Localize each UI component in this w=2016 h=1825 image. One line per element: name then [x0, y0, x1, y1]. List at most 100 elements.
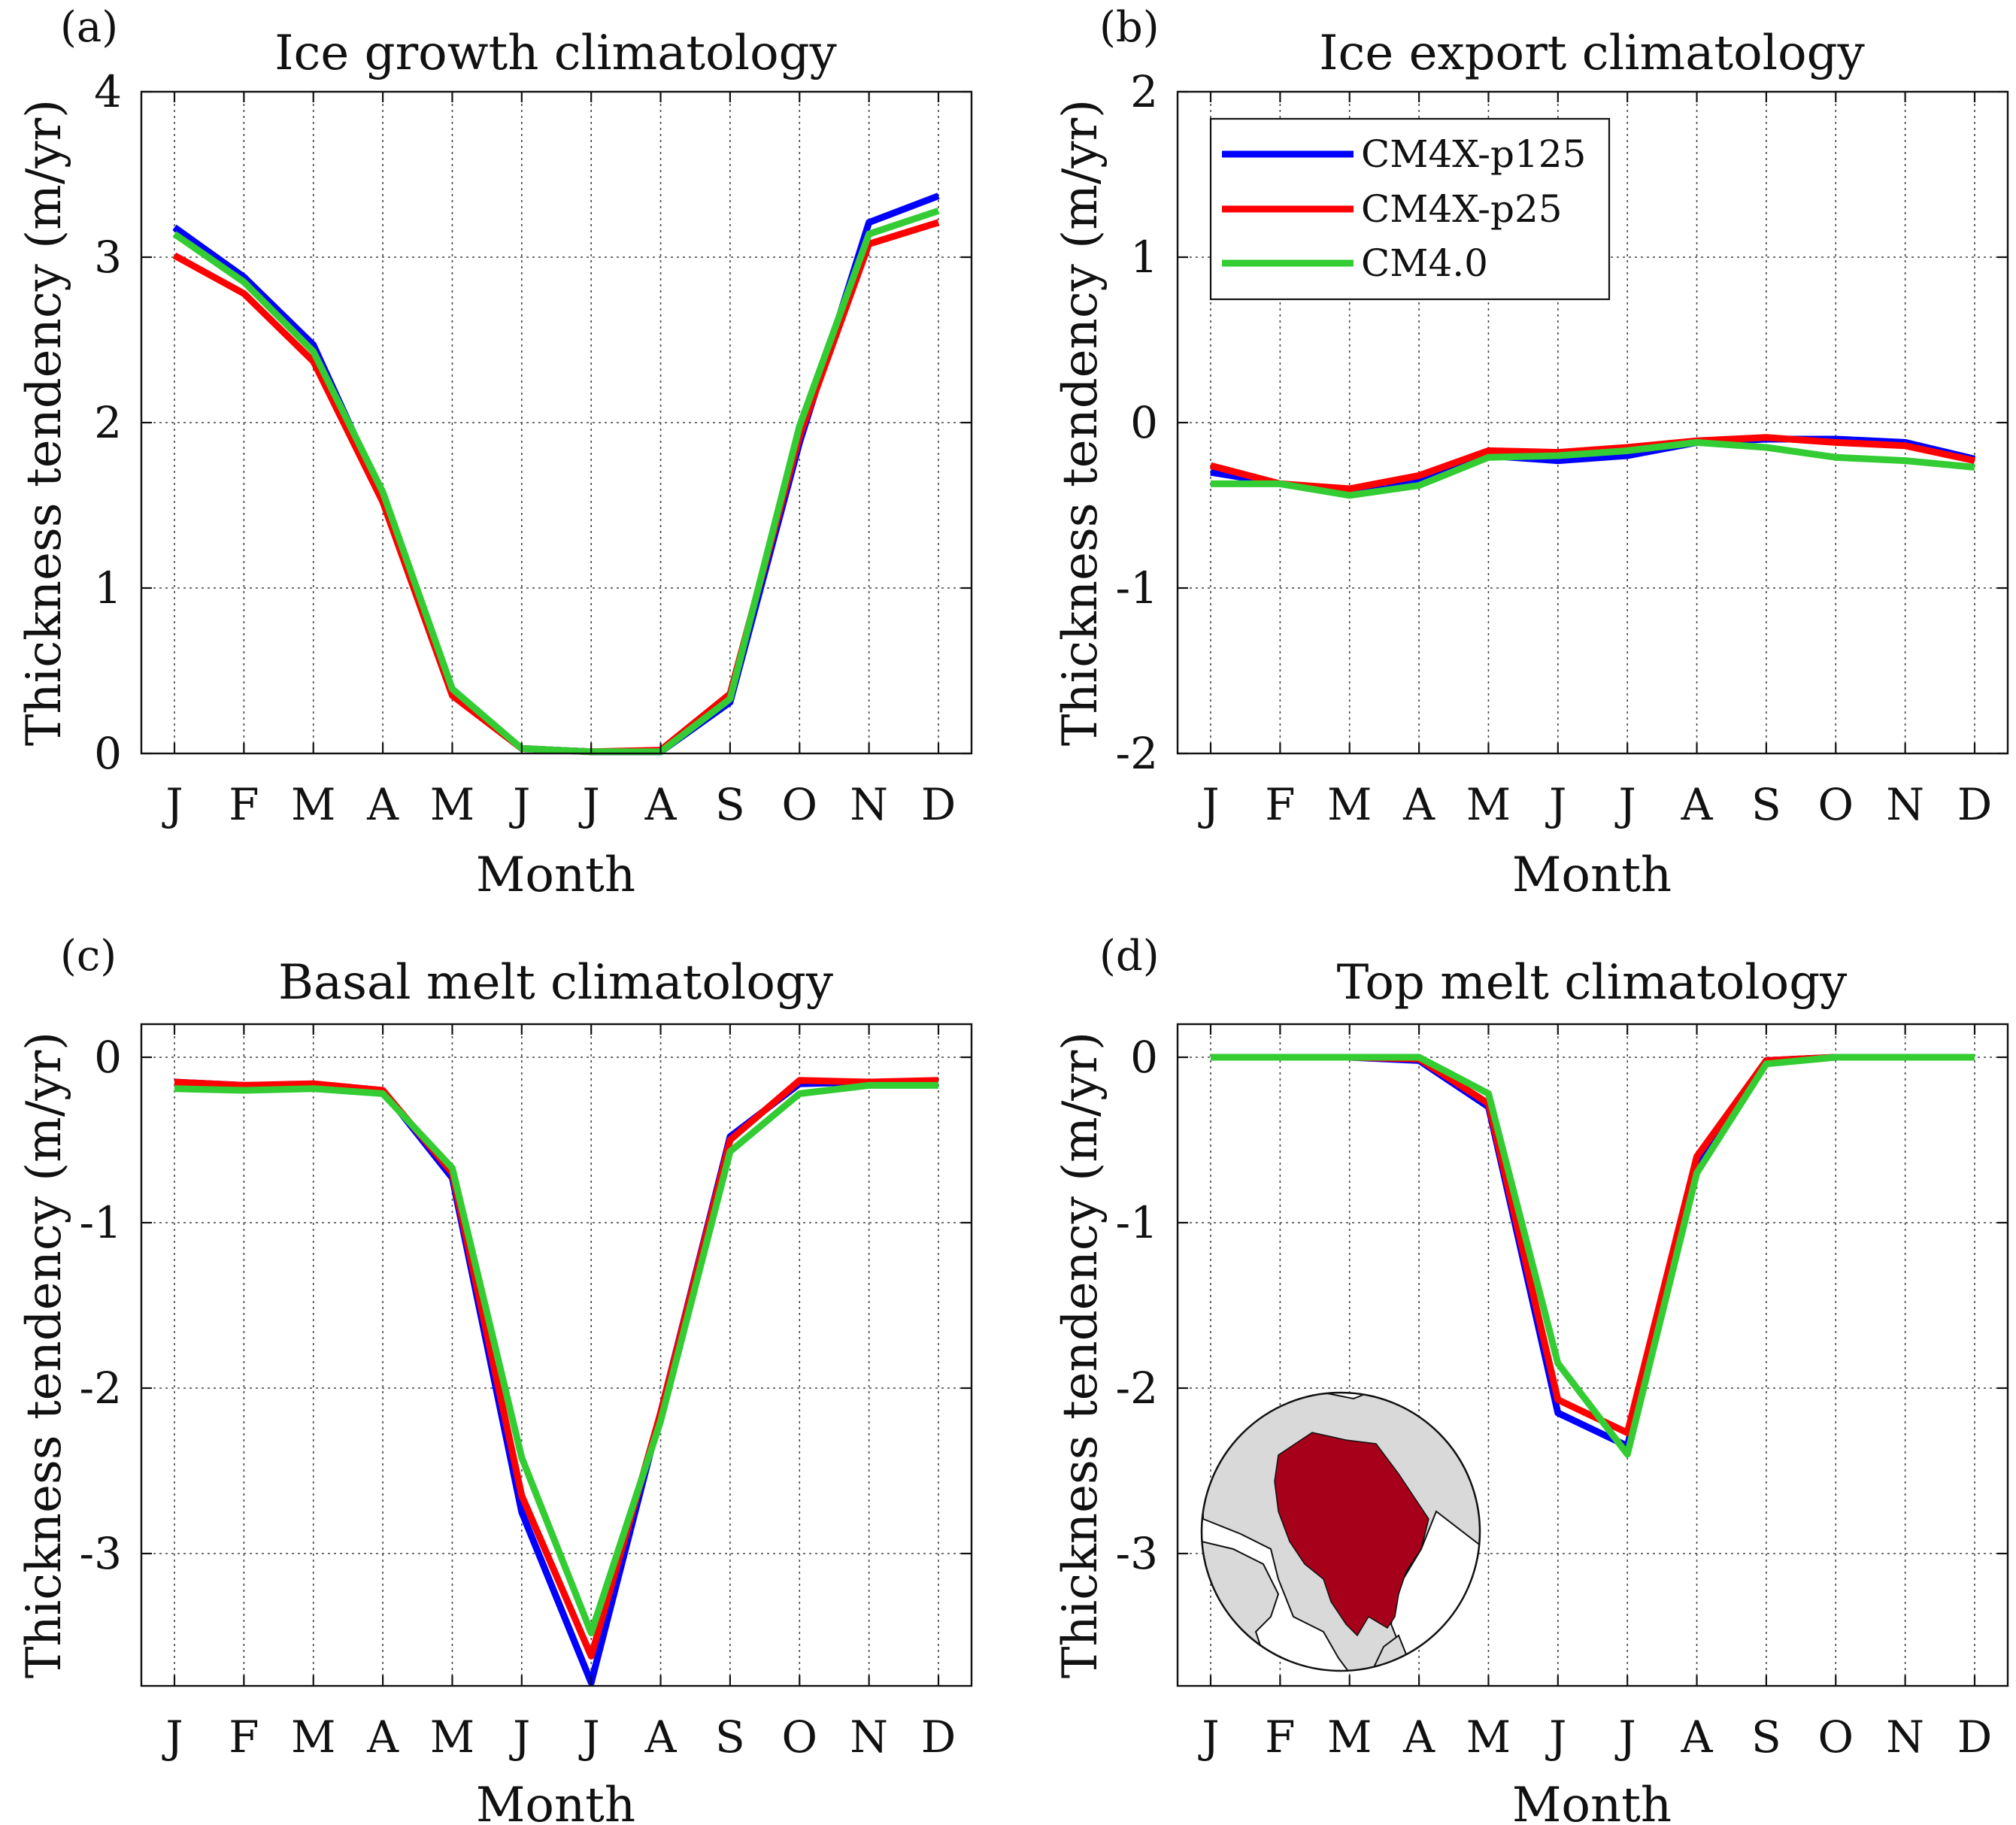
x-tick-label: N [1886, 779, 1924, 830]
y-tick-label: -1 [1116, 562, 1159, 614]
x-tick-label: M [1466, 1711, 1511, 1763]
x-tick-label: S [1751, 1711, 1781, 1763]
x-tick-label: O [1817, 1711, 1854, 1763]
series-line-cm4-0 [1211, 438, 1975, 499]
x-axis-label: Month [1512, 847, 1672, 903]
axes-box [140, 1023, 973, 1687]
series-line-cm4-0 [172, 208, 940, 756]
y-tick-label: 0 [1130, 1032, 1158, 1083]
x-tick-label: A [366, 1711, 399, 1763]
x-tick-label: M [430, 779, 474, 830]
chart-title: Basal melt climatology [278, 955, 833, 1011]
arctic-ocean-region [1274, 1432, 1429, 1637]
x-tick-label: J [1198, 779, 1219, 830]
series-line-cm4x-p25 [172, 219, 940, 756]
panel-a: (a) Ice growth climatology J F M A M J J A S O N D0… [17, 3, 973, 903]
y-tick-label: -1 [1116, 1197, 1159, 1248]
panel-c: (c) Basal melt climatology J F M A M J J A S O N D-… [17, 932, 973, 1825]
x-tick-label: O [781, 779, 817, 830]
x-tick-label: A [1681, 1711, 1714, 1763]
x-tick-label: O [781, 1711, 817, 1763]
x-tick-label: J [579, 1711, 600, 1763]
axes-box [1176, 1023, 2009, 1687]
x-axis-label: Month [476, 847, 635, 903]
x-tick-label: F [1265, 779, 1295, 830]
panel-b: (b) Ice export climatology J F M A M J J A S O N D-… [1053, 3, 2009, 903]
series-line-cm4x-p125 [172, 193, 940, 756]
x-tick-label: J [1615, 779, 1636, 830]
x-tick-label: M [1466, 779, 1511, 830]
panel-letter: (c) [60, 932, 117, 981]
x-tick-label: A [366, 779, 399, 830]
series-line-cm4x-p25 [174, 1077, 939, 1660]
x-tick-label: O [1817, 779, 1854, 830]
x-tick-label: J [1615, 1711, 1636, 1763]
series-line-cm4-0 [1211, 1053, 1975, 1458]
x-tick-label: N [1886, 1711, 1924, 1763]
x-tick-label: S [715, 779, 745, 830]
x-tick-label: A [644, 779, 678, 830]
x-tick-label: F [229, 779, 259, 830]
legend: CM4X-p125 CM4X-p25 CM4.0 [1209, 117, 1611, 301]
x-tick-label: A [1402, 779, 1435, 830]
x-tick-label: F [1265, 1711, 1295, 1763]
x-tick-label: D [1957, 1711, 1993, 1763]
series-line-cm4x-p25 [1209, 434, 1975, 493]
y-tick-label: 3 [94, 232, 122, 283]
y-tick-label: -3 [1116, 1528, 1159, 1579]
y-axis-label: Thickness tendency (m/yr) [1053, 99, 1108, 746]
y-tick-label: 1 [1130, 232, 1158, 283]
x-tick-label: J [509, 1711, 530, 1763]
y-tick-label: 0 [94, 728, 122, 779]
panel-d: (d) Top melt climatology J F M A M J J A S O N D-3-… [1053, 932, 2009, 1825]
y-tick-label: -2 [1116, 728, 1159, 779]
x-tick-label: A [1402, 1711, 1435, 1763]
x-tick-label: D [921, 779, 956, 830]
y-tick-label: 0 [1130, 397, 1158, 448]
x-tick-label: J [1545, 1711, 1566, 1763]
y-tick-label: -1 [80, 1197, 123, 1248]
x-tick-label: J [1198, 1711, 1219, 1763]
x-tick-label: M [1327, 1711, 1372, 1763]
y-axis-label: Thickness tendency (m/yr) [17, 1032, 72, 1678]
x-tick-label: M [1327, 779, 1372, 830]
y-tick-label: -3 [80, 1528, 123, 1579]
x-tick-label: D [1957, 779, 1993, 830]
x-tick-label: F [229, 1711, 259, 1763]
x-tick-label: J [162, 1711, 183, 1763]
x-tick-label: S [715, 1711, 745, 1763]
panel-letter: (b) [1099, 3, 1160, 52]
y-axis-label: Thickness tendency (m/yr) [1053, 1032, 1108, 1678]
y-tick-label: 1 [94, 562, 122, 614]
chart-title: Top melt climatology [1337, 955, 1848, 1011]
x-tick-label: N [850, 779, 888, 830]
x-tick-label: A [644, 1711, 678, 1763]
y-tick-label: 2 [94, 397, 122, 448]
x-tick-label: S [1751, 779, 1781, 830]
x-tick-label: M [291, 779, 335, 830]
y-axis-label: Thickness tendency (m/yr) [17, 99, 72, 746]
y-tick-label: 2 [1130, 66, 1158, 117]
y-tick-label: -2 [1116, 1363, 1159, 1414]
x-tick-label: A [1681, 779, 1714, 830]
chart-title: Ice export climatology [1319, 26, 1864, 81]
arctic-region-map [1200, 1391, 1481, 1672]
x-tick-label: J [1545, 779, 1566, 830]
series-line-cm4x-p25 [1211, 1053, 1975, 1436]
y-tick-label: 4 [94, 66, 122, 117]
x-tick-label: M [430, 1711, 474, 1763]
x-axis-label: Month [1512, 1778, 1672, 1825]
legend-label-cm4-0: CM4.0 [1361, 241, 1488, 285]
y-tick-label: 0 [94, 1032, 122, 1083]
panel-letter: (d) [1099, 932, 1160, 981]
series-line-cm4-0 [174, 1081, 938, 1637]
legend-label-cm4x-p125: CM4X-p125 [1361, 132, 1586, 176]
legend-label-cm4x-p25: CM4X-p25 [1361, 187, 1563, 231]
x-tick-label: J [509, 779, 530, 830]
panel-letter: (a) [60, 3, 118, 52]
x-tick-label: J [162, 779, 183, 830]
x-tick-label: D [921, 1711, 956, 1763]
chart-title: Ice growth climatology [274, 26, 837, 81]
x-tick-label: M [291, 1711, 335, 1763]
